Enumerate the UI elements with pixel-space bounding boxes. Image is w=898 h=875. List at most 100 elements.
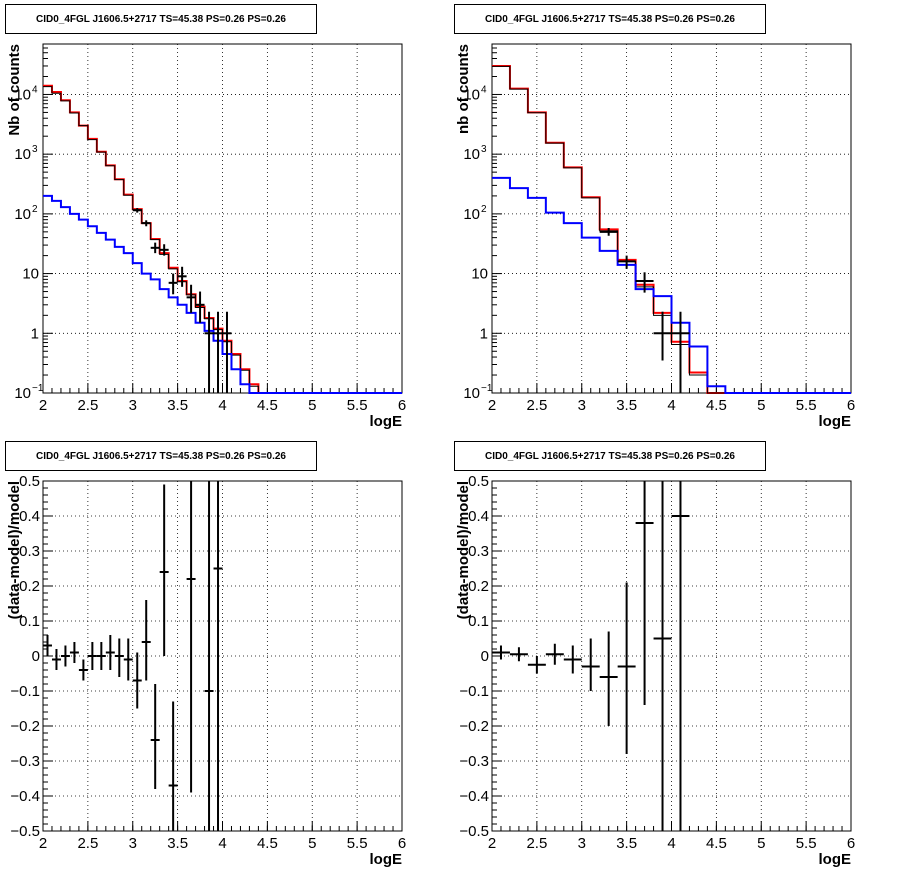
counts-panel-right: CID0_4FGL J1606.5+2717 TS=45.38 PS=0.26 …: [449, 0, 898, 437]
y-tick-exponent: 2: [481, 204, 487, 215]
y-tick-label: 10: [22, 266, 39, 283]
x-tick-label: 4: [218, 397, 226, 414]
y-tick-label: 10: [471, 266, 488, 283]
x-tick-label: 6: [398, 397, 406, 414]
x-tick-label: 3.5: [616, 397, 637, 414]
y-tick-label: 10: [14, 86, 31, 103]
x-tick-label: 4.5: [257, 397, 278, 414]
x-axis-label: logE: [370, 413, 403, 430]
plot-title: CID0_4FGL J1606.5+2717 TS=45.38 PS=0.26 …: [454, 441, 766, 471]
y-tick-label: −0.1: [10, 683, 40, 700]
x-axis-label: logE: [370, 851, 403, 868]
x-tick-label: 5.5: [796, 835, 817, 852]
x-tick-label: 4: [218, 835, 226, 852]
x-tick-label: 4: [667, 397, 675, 414]
x-tick-label: 6: [847, 835, 855, 852]
y-tick-label: 0: [32, 648, 40, 665]
x-tick-label: 5.5: [347, 397, 368, 414]
x-tick-label: 5: [757, 397, 765, 414]
x-tick-label: 3.5: [167, 397, 188, 414]
counts-panel-left: CID0_4FGL J1606.5+2717 TS=45.38 PS=0.26 …: [0, 0, 449, 437]
y-tick-label: −0.2: [459, 718, 489, 735]
x-tick-label: 4.5: [706, 397, 727, 414]
y-axis-label: nb of counts: [455, 44, 472, 134]
y-tick-exponent: 2: [32, 204, 38, 215]
y-tick-label: −0.4: [459, 788, 489, 805]
y-tick-label: 0.5: [468, 473, 489, 490]
y-tick-label: 0.1: [468, 613, 489, 630]
y-tick-label: −0.5: [10, 823, 40, 840]
y-tick-label: 0.1: [19, 613, 40, 630]
y-tick-label: −0.2: [10, 718, 40, 735]
x-axis-label: logE: [819, 851, 852, 868]
y-tick-label: 10: [463, 206, 480, 223]
y-tick-label: −0.3: [10, 753, 40, 770]
x-tick-label: 5: [308, 397, 316, 414]
y-axis-label: Nb of counts: [6, 44, 23, 136]
x-tick-label: 6: [847, 397, 855, 414]
y-tick-exponent: −1: [481, 383, 493, 394]
y-tick-label: 10: [14, 385, 31, 402]
y-tick-label: 0: [481, 648, 489, 665]
x-tick-label: 5: [757, 835, 765, 852]
y-tick-exponent: 3: [32, 144, 38, 155]
x-tick-label: 5.5: [796, 397, 817, 414]
y-tick-label: −0.5: [459, 823, 489, 840]
y-tick-label: 0.4: [468, 508, 489, 525]
residual-panel-right: CID0_4FGL J1606.5+2717 TS=45.38 PS=0.26 …: [449, 437, 898, 875]
y-tick-exponent: 3: [481, 144, 487, 155]
y-tick-label: 0.3: [468, 543, 489, 560]
histogram-step-line: [43, 194, 402, 394]
x-tick-label: 2: [488, 397, 496, 414]
plot-title: CID0_4FGL J1606.5+2717 TS=45.38 PS=0.26 …: [5, 441, 317, 471]
residual-panel-left: CID0_4FGL J1606.5+2717 TS=45.38 PS=0.26 …: [0, 437, 449, 875]
y-tick-label: 1: [31, 325, 39, 342]
y-tick-label: −0.1: [459, 683, 489, 700]
y-tick-label: 0.2: [468, 578, 489, 595]
y-tick-label: 0.2: [19, 578, 40, 595]
x-tick-label: 2.5: [77, 397, 98, 414]
y-tick-exponent: 4: [481, 84, 487, 95]
y-axis-label: (data-model)/model: [455, 481, 472, 619]
y-tick-label: −0.4: [10, 788, 40, 805]
x-tick-label: 5.5: [347, 835, 368, 852]
y-tick-label: 10: [463, 86, 480, 103]
x-tick-label: 2.5: [526, 397, 547, 414]
x-tick-label: 4.5: [706, 835, 727, 852]
x-tick-label: 4.5: [257, 835, 278, 852]
y-tick-label: 0.4: [19, 508, 40, 525]
histogram-step-line: [492, 65, 851, 394]
y-tick-label: 10: [463, 146, 480, 163]
x-tick-label: 4: [667, 835, 675, 852]
y-tick-label: −0.3: [459, 753, 489, 770]
y-tick-exponent: −1: [32, 383, 44, 394]
y-tick-exponent: 4: [32, 84, 38, 95]
plot-title: CID0_4FGL J1606.5+2717 TS=45.38 PS=0.26 …: [454, 4, 766, 34]
x-tick-label: 6: [398, 835, 406, 852]
x-tick-label: 2.5: [526, 835, 547, 852]
x-tick-label: 3.5: [616, 835, 637, 852]
y-tick-label: 0.5: [19, 473, 40, 490]
y-tick-label: 10: [14, 146, 31, 163]
x-tick-label: 3: [129, 397, 137, 414]
x-tick-label: 3.5: [167, 835, 188, 852]
x-tick-label: 2: [488, 835, 496, 852]
x-tick-label: 5: [308, 835, 316, 852]
x-tick-label: 3: [129, 835, 137, 852]
x-axis-label: logE: [819, 413, 852, 430]
plot-title: CID0_4FGL J1606.5+2717 TS=45.38 PS=0.26 …: [5, 4, 317, 34]
y-axis-label: (data-model)/model: [6, 481, 23, 619]
x-tick-label: 2: [39, 835, 47, 852]
x-tick-label: 2: [39, 397, 47, 414]
x-tick-label: 3: [578, 397, 586, 414]
x-tick-label: 3: [578, 835, 586, 852]
y-tick-label: 0.3: [19, 543, 40, 560]
y-tick-label: 10: [463, 385, 480, 402]
x-tick-label: 2.5: [77, 835, 98, 852]
y-tick-label: 1: [480, 325, 488, 342]
y-tick-label: 10: [14, 206, 31, 223]
